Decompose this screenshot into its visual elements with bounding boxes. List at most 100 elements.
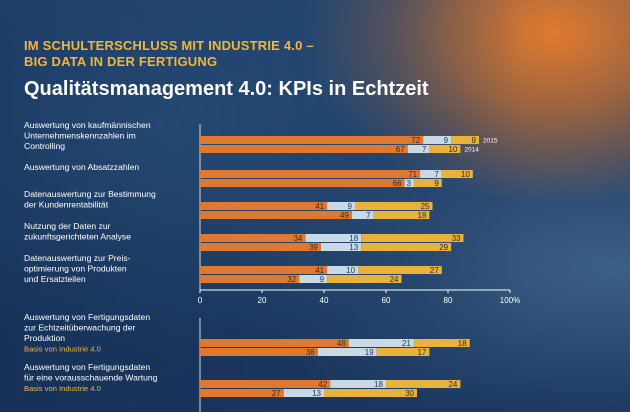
category-label: Produktion — [24, 333, 65, 343]
data-label: 10 — [346, 266, 355, 275]
category-label: Datenauswertung zur Bestimmung — [24, 189, 156, 199]
data-label: 39 — [309, 243, 318, 252]
bar-segment — [317, 348, 377, 356]
category-label: der Kundenrentabilität — [24, 200, 109, 210]
category-label: Nutzung der Daten zur — [24, 221, 111, 231]
data-label: 27 — [272, 389, 281, 398]
bar-segment — [200, 202, 328, 210]
data-label: 13 — [312, 389, 321, 398]
data-label: 9 — [444, 136, 449, 145]
bar-segment — [200, 389, 284, 397]
data-label: 9 — [434, 179, 439, 188]
year-label: 2014 — [464, 147, 479, 154]
x-tick-label: 60 — [382, 296, 391, 305]
category-label: optimierung von Produkten — [24, 264, 127, 274]
data-label: 30 — [405, 389, 414, 398]
category-label: Auswertung von Fertigungsdaten — [24, 312, 150, 322]
category-label: Auswertung von kaufmännischen — [24, 120, 151, 130]
bar-segment — [200, 348, 318, 356]
data-label: 7 — [366, 211, 371, 220]
bar-segment — [200, 275, 300, 283]
data-label: 19 — [365, 348, 374, 357]
bar-segment — [358, 266, 442, 274]
category-label: für eine vorausschauende Wartung — [24, 373, 158, 383]
category-label: Datenauswertung zur Preis- — [24, 253, 131, 263]
bar-segment — [420, 170, 442, 178]
bar-segment — [200, 266, 328, 274]
bar-segment — [386, 380, 461, 388]
bar-segment — [200, 136, 424, 144]
category-label: Unternehmenskennzahlen im — [24, 131, 136, 141]
chart-title: Qualitätsmanagement 4.0: KPIs in Echtzei… — [24, 78, 429, 100]
x-tick-label: 40 — [320, 296, 329, 305]
data-label: 24 — [390, 275, 399, 284]
data-label: 7 — [422, 145, 427, 154]
data-label: 21 — [402, 339, 411, 348]
data-label: 18 — [374, 380, 383, 389]
bar-segment — [441, 170, 473, 178]
bar-segment — [200, 380, 331, 388]
bar-segment — [200, 243, 321, 251]
bar-segment — [320, 243, 362, 251]
category-note: Basis von Industrie 4.0 — [24, 384, 101, 393]
bar-segment — [348, 339, 414, 347]
data-label: 18 — [417, 211, 426, 220]
data-label: 41 — [315, 266, 324, 275]
data-label: 29 — [439, 243, 448, 252]
bar-segment — [355, 202, 433, 210]
category-label: Auswertung von Absatzzahlen — [24, 162, 139, 172]
data-label: 71 — [408, 170, 417, 179]
bar-segment — [200, 234, 306, 242]
bar-segment — [330, 380, 386, 388]
bar-segment — [305, 234, 362, 242]
bar-segment — [429, 145, 461, 153]
bar-segment — [361, 243, 452, 251]
data-label: 10 — [461, 170, 470, 179]
data-label: 42 — [318, 380, 327, 389]
data-label: 25 — [421, 202, 430, 211]
x-tick-label: 80 — [444, 296, 453, 305]
data-label: 41 — [315, 202, 324, 211]
x-tick-label: 20 — [258, 296, 267, 305]
data-label: 33 — [452, 234, 461, 243]
data-label: 7 — [434, 170, 439, 179]
x-tick-label: 0 — [198, 296, 203, 305]
bar-segment — [299, 275, 328, 283]
bar-segment — [423, 136, 452, 144]
data-label: 24 — [448, 380, 457, 389]
category-label: Auswertung von Fertigungsdaten — [24, 362, 150, 372]
data-label: 38 — [306, 348, 315, 357]
data-label: 34 — [293, 234, 302, 243]
category-label: Controlling — [24, 141, 65, 151]
bar-segment — [361, 234, 464, 242]
bar-segment — [413, 339, 470, 347]
bar-segment — [324, 389, 417, 397]
data-label: 17 — [417, 348, 426, 357]
data-label: 3 — [406, 179, 411, 188]
category-label: zukunftsgerichteten Analyse — [24, 232, 131, 242]
year-label: 2015 — [483, 138, 498, 145]
category-note: Basis von Industrie 4.0 — [24, 345, 101, 354]
data-label: 27 — [430, 266, 439, 275]
data-label: 67 — [396, 145, 405, 154]
data-label: 10 — [448, 145, 457, 154]
data-label: 18 — [349, 234, 358, 243]
bar-segment — [327, 275, 402, 283]
bar-segment — [407, 145, 430, 153]
data-label: 9 — [348, 202, 353, 211]
bar-segment — [376, 348, 430, 356]
bar-segment — [404, 179, 414, 187]
data-label: 48 — [337, 339, 346, 348]
supertitle: IM SCHULTERSCHLUSS MIT INDUSTRIE 4.0 – B… — [24, 38, 314, 70]
data-label: 66 — [393, 179, 402, 188]
bar-segment — [200, 170, 421, 178]
bar-segment — [200, 179, 405, 187]
bar-segment — [200, 145, 408, 153]
data-label: 9 — [320, 275, 325, 284]
data-label: 32 — [287, 275, 296, 284]
bar-segment — [451, 136, 479, 144]
bar-segment — [283, 389, 324, 397]
category-label: und Ersatzteilen — [24, 274, 86, 284]
supertitle-line-1: IM SCHULTERSCHLUSS MIT INDUSTRIE 4.0 – — [24, 38, 314, 53]
